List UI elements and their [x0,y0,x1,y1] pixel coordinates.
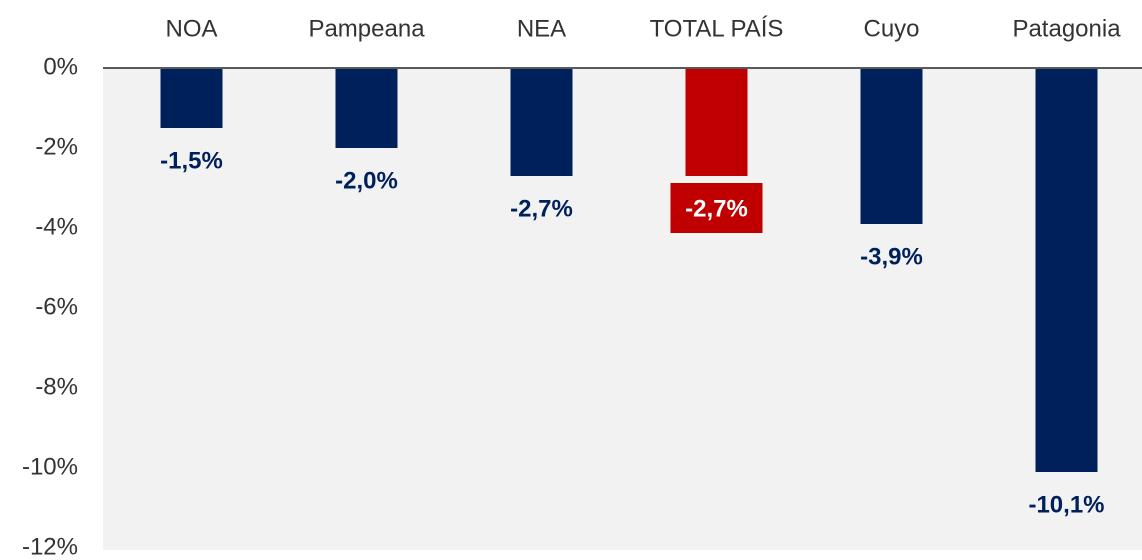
bar [160,68,223,128]
bar [860,68,923,224]
plot-background [103,68,1142,550]
value-label: -10,1% [1028,491,1104,518]
x-tick-label: TOTAL PAÍS [650,15,784,42]
bar [510,68,573,176]
y-tick-label: -4% [35,213,78,240]
bar [685,68,748,176]
x-tick-label: NEA [517,15,566,42]
value-label-box [670,183,763,233]
value-label: -2,0% [335,167,398,194]
x-tick-label: Cuyo [863,15,919,42]
x-tick-label: NOA [165,15,217,42]
y-tick-label: -6% [35,293,78,320]
value-label: -2,7% [685,195,748,222]
value-label: -2,7% [510,195,573,222]
y-tick-label: -2% [35,133,78,160]
y-tick-label: -8% [35,373,78,400]
y-tick-label: -12% [22,533,78,560]
y-tick-label: -10% [22,453,78,480]
bar [335,68,398,148]
bar [1035,68,1098,472]
value-label: -1,5% [160,147,223,174]
x-tick-label: Patagonia [1012,15,1121,42]
value-label: -3,9% [860,243,923,270]
x-tick-label: Pampeana [308,15,425,42]
y-tick-label: 0% [43,53,78,80]
